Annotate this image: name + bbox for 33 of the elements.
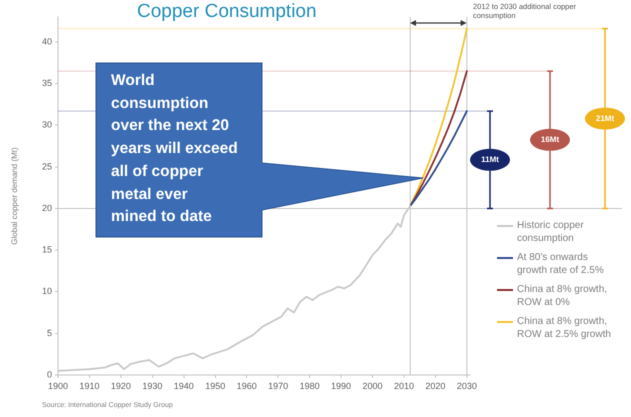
legend-label: China at 8% growth, ROW at 2.5% growth (517, 316, 611, 340)
y-tick-label: 20 (42, 202, 52, 213)
y-tick-label: 0 (46, 369, 52, 380)
legend-label: China at 8% growth, ROW at 0% (517, 284, 608, 308)
x-tick-label: 2030 (456, 380, 477, 391)
y-tick-label: 40 (42, 36, 52, 46)
x-tick-label: 1960 (236, 380, 257, 391)
annotation: World consumption over the next 20 years will exceed all of copper metal ever mined to date (111, 71, 238, 228)
x-tick-label: 1950 (205, 380, 226, 391)
y-tick-label: 35 (42, 78, 52, 88)
y-axis-title: Global copper demand (Mt) (10, 146, 20, 245)
x-tick-label: 1980 (300, 380, 320, 391)
x-tick-label: 2000 (362, 380, 383, 391)
x-tick-label: 1940 (174, 380, 194, 391)
legend-label: Historic copper consumption (517, 220, 584, 244)
y-tick-label: 10 (42, 286, 52, 296)
x-tick-label: 2020 (425, 380, 446, 391)
x-tick-label: 2010 (394, 380, 414, 391)
legend-label: At 80's onwards growth rate of 2.5% (517, 252, 604, 276)
chart-title: Copper Consumption (137, 1, 317, 23)
text: 16Mt (540, 135, 560, 144)
text: 21Mt (596, 114, 614, 123)
x-tick-label: 1910 (79, 380, 100, 391)
x-tick-label: 1990 (331, 380, 352, 391)
y-tick-label: 30 (42, 120, 52, 130)
y-tick-label: 25 (42, 161, 52, 172)
y-tick-label: 5 (46, 328, 52, 338)
x-tick-label: 1900 (48, 380, 68, 391)
y-tick-label: 15 (42, 244, 52, 255)
text: 11Mt (481, 154, 500, 164)
x-tick-label: 1970 (268, 380, 288, 391)
x-tick-label: 1930 (142, 380, 162, 391)
x-tick-label: 1920 (110, 380, 131, 391)
